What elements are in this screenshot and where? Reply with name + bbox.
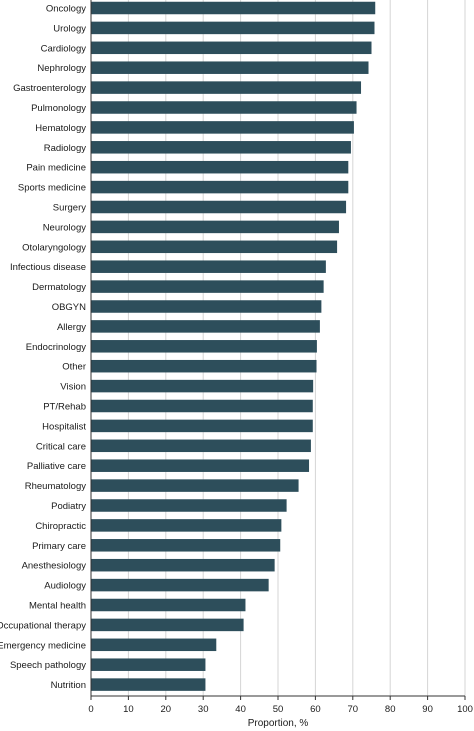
- x-axis-title: Proportion, %: [248, 718, 309, 729]
- bar-primary-care: [91, 539, 281, 552]
- bar-pulmonology: [91, 101, 357, 114]
- category-label: Neurology: [43, 222, 87, 233]
- x-tick-label: 40: [235, 704, 246, 715]
- x-tick-label: 20: [161, 704, 172, 715]
- category-label: PT/Rehab: [43, 402, 86, 413]
- bar-oncology: [91, 1, 376, 15]
- category-label: Vision: [60, 382, 86, 393]
- category-label: Palliative care: [27, 461, 86, 472]
- category-label: Oncology: [46, 4, 86, 15]
- bar-podiatry: [91, 499, 287, 512]
- category-label: Nephrology: [37, 63, 86, 74]
- bar-chiropractic: [91, 519, 282, 532]
- category-label: Endocrinology: [26, 342, 86, 353]
- bar-pain-medicine: [91, 160, 349, 174]
- x-tick-label: 30: [198, 704, 209, 715]
- category-label: Gastroenterology: [13, 83, 86, 94]
- category-label: Mental health: [29, 601, 86, 612]
- bar-allergy: [91, 320, 320, 333]
- category-label: Dermatology: [32, 282, 86, 293]
- bar-speech-pathology: [91, 658, 206, 671]
- category-label: OBGYN: [52, 302, 86, 313]
- bar-anesthesiology: [91, 558, 275, 572]
- bar-emergency-medicine: [91, 638, 217, 652]
- x-tick-label: 50: [273, 704, 284, 715]
- category-label: Urology: [53, 23, 86, 34]
- category-label: Nutrition: [51, 680, 86, 691]
- bar-gastroenterology: [91, 81, 362, 94]
- category-label: Podiatry: [51, 501, 86, 512]
- bar-critical-care: [91, 439, 311, 453]
- x-tick-label: 80: [385, 704, 396, 715]
- category-label: Anesthesiology: [22, 561, 87, 572]
- category-label: Radiology: [44, 143, 86, 154]
- bar-hematology: [91, 121, 354, 134]
- x-axis: 0 10 20 30 40 50 60 70 80 90 100: [88, 0, 473, 715]
- bar-neurology: [91, 220, 339, 234]
- category-label: Emergency medicine: [0, 640, 86, 651]
- bar-radiology: [91, 141, 351, 154]
- category-label: Allergy: [57, 322, 86, 333]
- bar-infectious-disease: [91, 260, 326, 273]
- bar-dermatology: [91, 280, 324, 293]
- bar-rheumatology: [91, 479, 299, 492]
- bar-nutrition: [91, 678, 206, 691]
- bar-other: [91, 359, 317, 373]
- bar-endocrinology: [91, 340, 317, 353]
- bar-palliative-care: [91, 459, 310, 472]
- x-tick-label: 70: [348, 704, 359, 715]
- category-label: Pulmonology: [31, 103, 86, 114]
- category-label: Sports medicine: [18, 183, 86, 194]
- category-label: Primary care: [32, 541, 86, 552]
- category-label: Speech pathology: [10, 660, 86, 671]
- category-label: Chiropractic: [35, 521, 86, 532]
- bars: [91, 1, 376, 691]
- bar-urology: [91, 21, 375, 35]
- category-label: Surgery: [53, 203, 87, 214]
- category-label: Hospitalist: [42, 421, 86, 432]
- bar-nephrology: [91, 61, 369, 74]
- bar-surgery: [91, 200, 347, 214]
- bar-vision: [91, 379, 314, 393]
- category-label: Cardiology: [41, 43, 87, 54]
- x-tick-label: 10: [123, 704, 134, 715]
- x-tick-label: 100: [457, 704, 473, 715]
- bar-obgyn: [91, 300, 322, 313]
- x-tick-label: 90: [422, 704, 433, 715]
- bar-hospitalist: [91, 419, 313, 433]
- bar-mental-health: [91, 598, 246, 612]
- category-label: Audiology: [44, 581, 86, 592]
- bar-pt-rehab: [91, 399, 313, 413]
- category-labels: Oncology Urology Cardiology Nephrology Gastr…: [0, 4, 86, 692]
- bar-otolaryngology: [91, 240, 338, 254]
- bar-occupational-therapy: [91, 618, 244, 632]
- category-label: Pain medicine: [26, 163, 86, 174]
- category-label: Rheumatology: [25, 481, 87, 492]
- category-label: Critical care: [36, 441, 86, 452]
- category-label: Infectious disease: [10, 262, 86, 273]
- bar-audiology: [91, 578, 269, 592]
- bar-sports-medicine: [91, 180, 349, 194]
- category-label: Hematology: [35, 123, 86, 134]
- category-label: Occupational therapy: [0, 620, 86, 631]
- category-label: Other: [62, 362, 86, 373]
- x-tick-label: 0: [88, 704, 93, 715]
- x-tick-label: 60: [310, 704, 321, 715]
- category-label: Otolaryngology: [22, 242, 86, 253]
- bar-cardiology: [91, 41, 372, 55]
